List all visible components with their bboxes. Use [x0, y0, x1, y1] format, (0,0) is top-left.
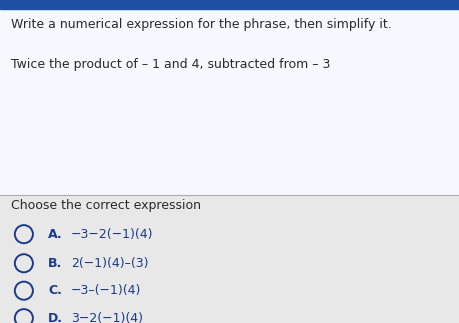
Text: Write a numerical expression for the phrase, then simplify it.: Write a numerical expression for the phr… — [11, 18, 392, 31]
Text: A.: A. — [48, 228, 63, 241]
Text: Twice the product of – 1 and 4, subtracted from – 3: Twice the product of – 1 and 4, subtract… — [11, 58, 331, 71]
Text: −3−2(−1)(4): −3−2(−1)(4) — [71, 228, 154, 241]
Text: B.: B. — [48, 257, 62, 270]
Bar — [0, 9, 459, 195]
Text: −3–(−1)(4): −3–(−1)(4) — [71, 284, 141, 297]
Text: C.: C. — [48, 284, 62, 297]
Bar — [0, 0, 459, 9]
Text: Choose the correct expression: Choose the correct expression — [11, 199, 202, 212]
Bar — [0, 195, 459, 323]
Text: 3−2(−1)(4): 3−2(−1)(4) — [71, 312, 143, 323]
Text: D.: D. — [48, 312, 63, 323]
Text: 2(−1)(4)–(3): 2(−1)(4)–(3) — [71, 257, 149, 270]
